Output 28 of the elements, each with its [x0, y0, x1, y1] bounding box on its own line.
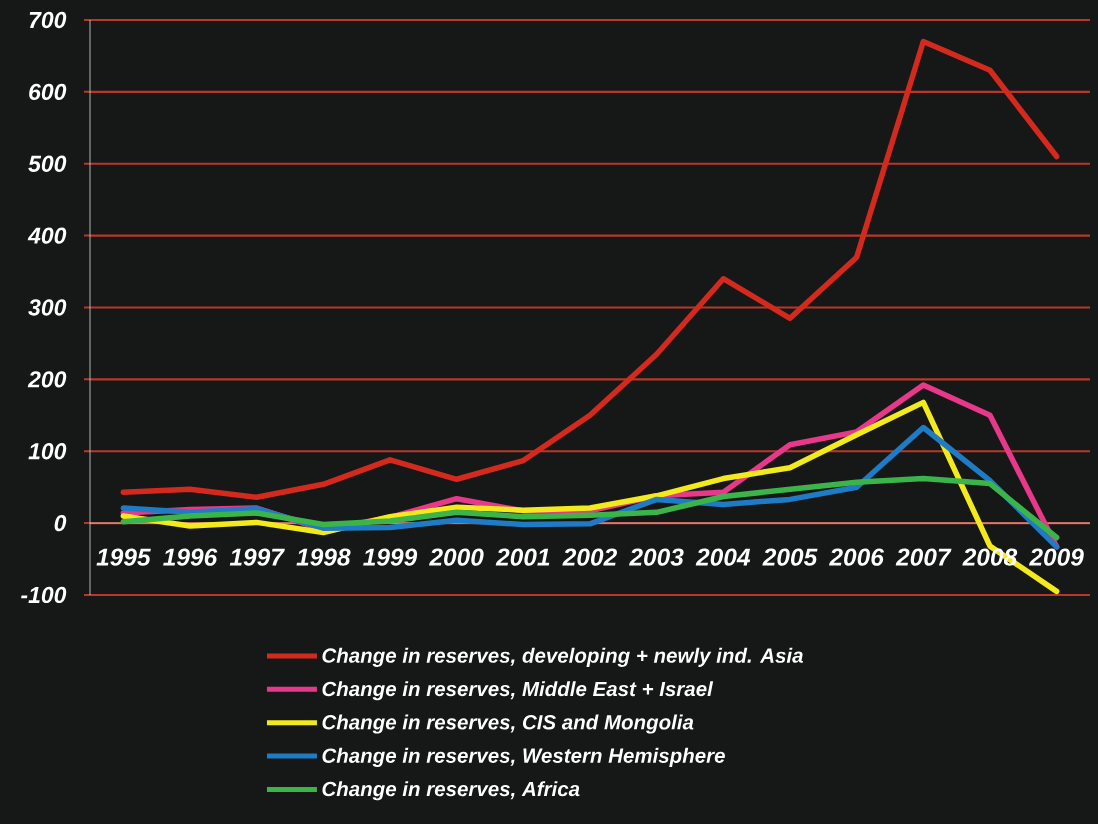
x-tick-label: 2007 [895, 548, 952, 566]
x-tick-label: 1999 [363, 548, 418, 566]
x-tick-label: 2005 [762, 548, 818, 566]
x-tick-label: 2006 [829, 548, 885, 566]
x-tick-label: 2004 [695, 548, 751, 566]
x-tick-label: 2000 [429, 548, 484, 566]
x-tick-label: 1997 [229, 548, 285, 566]
legend-label: Change in reserves, Africa [322, 781, 580, 801]
x-tick-label: 1996 [163, 548, 218, 566]
y-tick-label: 300 [28, 299, 67, 316]
y-tick-label: 400 [27, 227, 67, 244]
x-tick-label: 2009 [1029, 548, 1084, 566]
legend-label: Change in reserves, Western Hemisphere [322, 747, 725, 767]
legend-label: Change in reserves, developing + newly ind. Asia [322, 647, 803, 667]
x-tick-label: 2003 [629, 548, 684, 566]
x-tick-label: 1998 [296, 548, 351, 566]
y-tick-label: 100 [28, 443, 67, 460]
x-tick-label: 2001 [495, 548, 550, 566]
y-tick-label: 500 [28, 155, 67, 172]
y-tick-label: 0 [54, 514, 67, 532]
y-tick-label: 200 [27, 371, 67, 388]
x-tick-label: 1995 [96, 548, 151, 566]
legend-label: Change in reserves, Middle East + Israel [322, 681, 714, 701]
y-tick-label: 600 [29, 83, 67, 100]
y-tick-label: -100 [21, 586, 67, 604]
x-tick-label: 2002 [562, 548, 617, 566]
legend-label: Change in reserves, CIS and Mongolia [322, 714, 694, 734]
y-tick-label: 700 [29, 11, 67, 29]
